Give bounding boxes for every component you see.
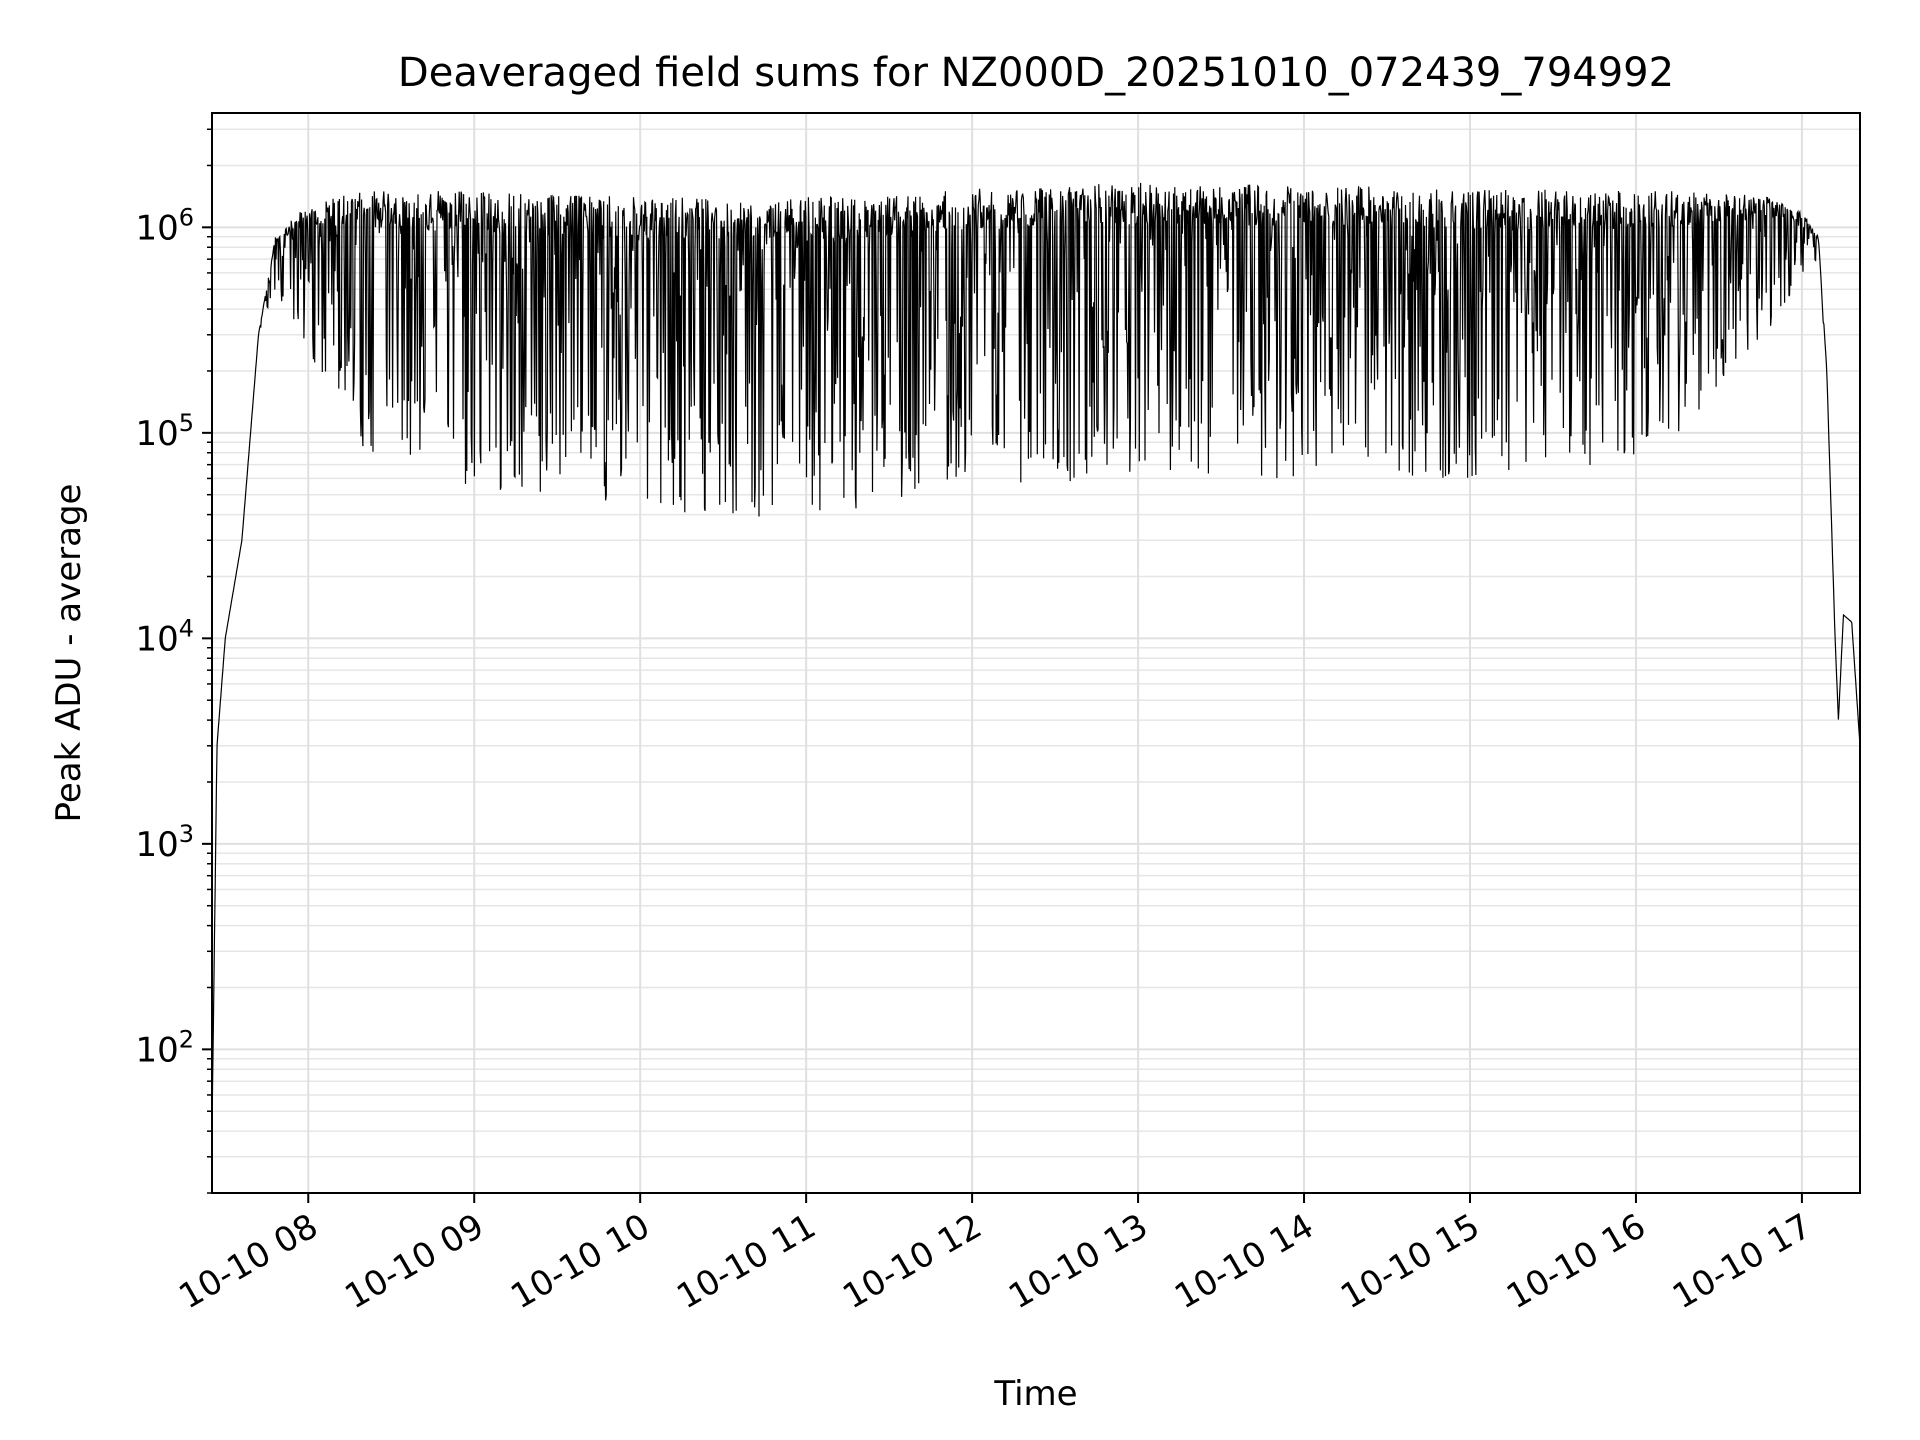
y-tick-label-exponent: 4 — [179, 614, 194, 642]
plot-frame — [211, 112, 1861, 1194]
series-layer — [211, 182, 1861, 1132]
chart-title: Deaveraged field sums for NZ000D_2025101… — [398, 50, 1674, 96]
y-tick-label-base: 10 — [135, 414, 178, 454]
series-line — [211, 182, 1861, 1132]
y-tick-label: 106 — [135, 203, 194, 248]
y-tick-label: 105 — [135, 409, 194, 454]
y-tick-label-base: 10 — [135, 208, 178, 248]
y-tick-label: 102 — [135, 1025, 194, 1070]
y-tick-label-base: 10 — [135, 1030, 178, 1070]
y-tick-label-exponent: 6 — [179, 203, 194, 231]
y-tick-label-exponent: 3 — [179, 820, 194, 848]
y-tick-label: 103 — [135, 820, 194, 865]
y-axis-label: Peak ADU - average — [49, 484, 89, 823]
y-tick-label-exponent: 5 — [179, 409, 194, 437]
y-tick-label-exponent: 2 — [179, 1025, 194, 1053]
grid-major — [212, 113, 1860, 1193]
y-tick-label-base: 10 — [135, 619, 178, 659]
y-tick-label-base: 10 — [135, 825, 178, 865]
x-axis-label: Time — [993, 1374, 1077, 1414]
y-tick-label: 104 — [135, 614, 194, 659]
